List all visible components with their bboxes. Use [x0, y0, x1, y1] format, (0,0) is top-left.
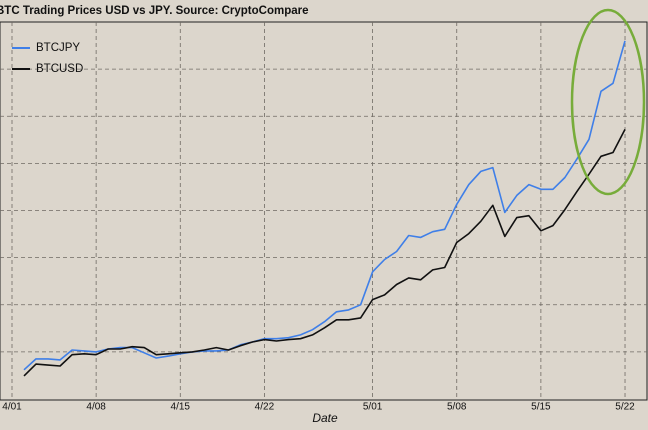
x-tick-label: 5/08: [447, 402, 467, 413]
x-tick-label: 4/08: [86, 402, 106, 413]
x-tick-label: 5/22: [615, 402, 635, 413]
legend-label: BTCUSD: [36, 63, 83, 75]
highlight-ellipse: [570, 8, 646, 196]
x-tick-label: 4/01: [2, 402, 22, 413]
chart-title: BTC Trading Prices USD vs JPY. Source: C…: [0, 5, 309, 17]
legend-label: BTCJPY: [36, 42, 80, 54]
plot-frame: [0, 21, 648, 401]
grid: [0, 22, 647, 399]
x-tick-label: 5/01: [363, 402, 383, 413]
x-tick-label: 5/15: [531, 402, 551, 413]
x-tick-label: 4/15: [171, 402, 191, 413]
x-tick-label: 4/22: [255, 402, 275, 413]
legend: BTCJPY BTCUSD: [12, 42, 83, 75]
x-axis-label: Date: [312, 411, 338, 425]
series-line: [23, 129, 626, 377]
lines: [23, 40, 626, 377]
